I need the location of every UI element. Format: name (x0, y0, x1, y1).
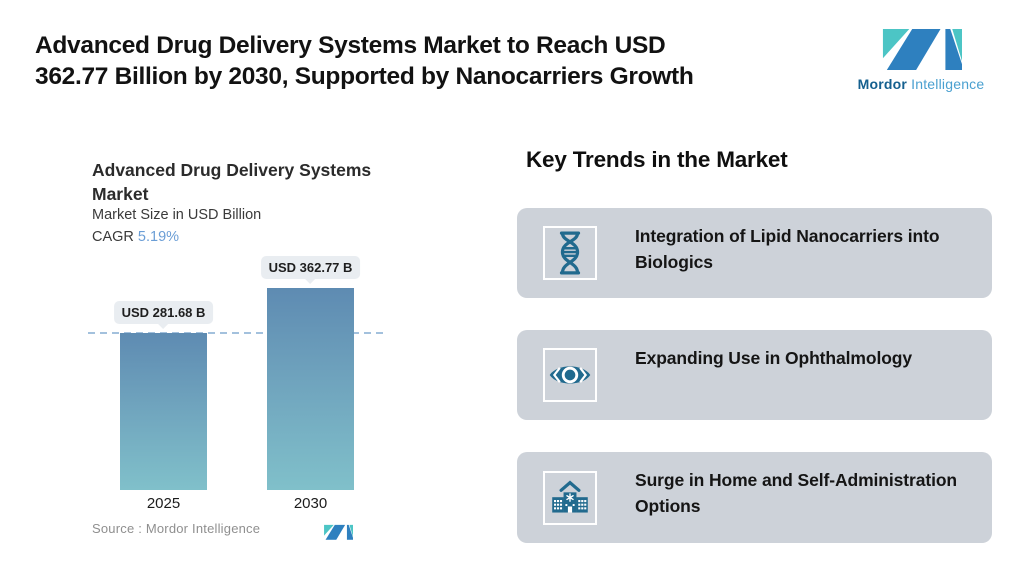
trend-card-text: Expanding Use in Ophthalmology (635, 348, 913, 368)
bar-value-badge: USD 281.68 B (113, 301, 214, 324)
mordor-logo-small-icon (323, 523, 353, 540)
chart-title-line2: Market (92, 184, 149, 204)
bar-value-badge: USD 362.77 B (260, 256, 361, 279)
hospital-icon (552, 480, 588, 513)
page-title-line1: Advanced Drug Delivery Systems Market to… (35, 32, 666, 59)
icon-frame (543, 348, 597, 402)
bar-group-2030: USD 362.77 B 2030 (260, 250, 361, 512)
brand-name-light: Intelligence (911, 76, 985, 92)
bar-2030 (267, 288, 354, 490)
brand-name: Mordor Intelligence (846, 76, 996, 92)
source-note: Source : Mordor Intelligence (92, 521, 260, 536)
cagr-label: CAGR (92, 229, 138, 245)
icon-frame (543, 470, 597, 525)
brand-logo: Mordor Intelligence (846, 24, 996, 92)
page-title: Advanced Drug Delivery Systems Market to… (35, 30, 735, 92)
dna-icon (559, 231, 581, 275)
bar-group-2025: USD 281.68 B 2025 (113, 250, 214, 512)
source-label: Source : (92, 521, 146, 536)
chart-title: Advanced Drug Delivery Systems Market (92, 158, 392, 206)
trends-heading: Key Trends in the Market (526, 147, 788, 172)
x-axis-label: 2025 (146, 495, 181, 512)
source-value: Mordor Intelligence (145, 521, 261, 536)
icon-frame (543, 226, 597, 280)
bar-2025 (120, 333, 207, 490)
brand-name-bold: Mordor (857, 76, 908, 92)
chart-cagr: CAGR 5.19% (92, 229, 179, 245)
page-title-line2: 362.77 Billion by 2030, Supported by Nan… (35, 63, 694, 90)
trend-card-text: Integration of Lipid Nanocarriers into B… (635, 226, 940, 272)
eye-icon (549, 366, 591, 384)
mordor-logo-icon (880, 24, 962, 70)
reference-dashed-line (88, 332, 386, 334)
chart-subtitle: Market Size in USD Billion (92, 207, 262, 223)
trend-card-ophthalmology: Expanding Use in Ophthalmology (517, 330, 992, 420)
bar-chart: USD 281.68 B 2025 USD 362.77 B 2030 (88, 250, 390, 512)
trend-card-text: Surge in Home and Self-Administration Op… (635, 470, 958, 516)
chart-title-line1: Advanced Drug Delivery Systems (92, 160, 372, 180)
x-axis-label: 2030 (293, 495, 328, 512)
trend-card-lipid-nanocarriers: Integration of Lipid Nanocarriers into B… (517, 208, 992, 298)
cagr-value: 5.19% (137, 229, 180, 245)
trend-card-home-administration: Surge in Home and Self-Administration Op… (517, 452, 992, 543)
